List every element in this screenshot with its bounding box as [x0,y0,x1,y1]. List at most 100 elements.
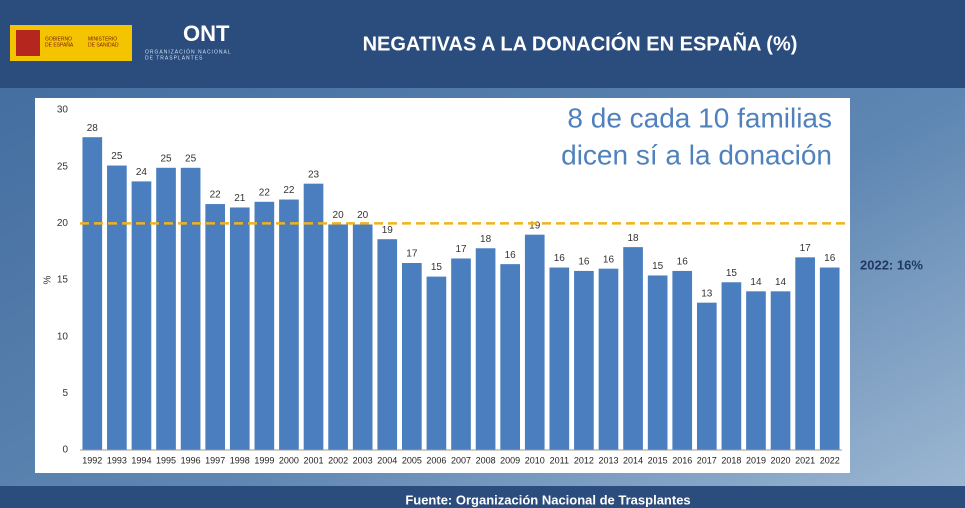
value-label: 19 [382,225,394,236]
x-tick-label: 2015 [648,455,668,465]
value-label: 16 [578,257,590,268]
x-tick-label: 2018 [721,455,741,465]
bar [107,166,127,450]
x-tick-label: 1993 [107,455,127,465]
value-label: 16 [505,250,517,261]
x-tick-label: 2001 [304,455,324,465]
x-tick-label: 2021 [795,455,815,465]
value-label: 21 [234,193,246,204]
value-label: 22 [210,190,222,201]
x-tick-label: 2011 [550,455,569,465]
bar [476,248,496,450]
value-label: 17 [406,249,418,260]
value-label: 20 [333,210,345,221]
value-label: 28 [87,123,99,134]
x-tick-label: 2002 [328,455,348,465]
bar [328,224,348,450]
bar [377,239,397,450]
bar [722,282,742,450]
x-tick-label: 2006 [426,455,446,465]
x-tick-label: 1995 [156,455,176,465]
x-tick-label: 2005 [402,455,422,465]
bar [500,264,520,450]
x-tick-label: 2020 [771,455,791,465]
x-tick-label: 2016 [672,455,692,465]
logo-text: DE SANIDAD [88,42,119,48]
bar [697,303,717,450]
x-tick-label: 1992 [82,455,102,465]
x-tick-label: 2019 [746,455,766,465]
value-label: 17 [455,244,467,255]
bar [599,269,619,450]
bar [427,277,447,450]
x-tick-label: 1998 [230,455,250,465]
bar [549,268,569,450]
logo-text: DE TRASPLANTES [145,55,203,61]
bar [205,204,225,450]
y-tick-label: 15 [57,275,69,286]
bar [623,247,643,450]
bar [82,137,102,450]
value-label: 25 [160,153,172,164]
x-tick-label: 2003 [353,455,373,465]
value-label: 16 [554,253,566,264]
slide-title: NEGATIVAS A LA DONACIÓN EN ESPAÑA (%) [363,31,798,55]
value-label: 24 [136,167,148,178]
x-tick-label: 2007 [451,455,471,465]
value-label: 16 [677,257,689,268]
y-tick-label: 30 [57,105,69,116]
value-label: 25 [111,151,123,162]
value-label: 22 [283,185,295,196]
logo-text: ORGANIZACIÓN NACIONAL [145,48,232,55]
bar [525,235,545,450]
bar [353,224,373,450]
logo-text: DE ESPAÑA [45,41,74,48]
x-tick-label: 1997 [205,455,225,465]
value-label: 15 [431,262,443,273]
x-tick-label: 2010 [525,455,545,465]
x-tick-label: 2000 [279,455,299,465]
bar [795,257,815,450]
value-label: 23 [308,169,320,180]
bar [279,200,299,450]
bar [255,202,275,450]
x-tick-label: 2017 [697,455,717,465]
y-tick-label: 25 [57,161,69,172]
bar [402,263,422,450]
y-axis-label: % [43,275,54,284]
bar [648,275,668,450]
ont-logo: ONT [183,21,230,46]
bar [451,258,471,450]
value-label: 22 [259,187,271,198]
x-tick-label: 2014 [623,455,643,465]
page: GOBIERNO DE ESPAÑA MINISTERIO DE SANIDAD… [0,0,965,508]
bar [156,168,176,450]
x-tick-label: 1996 [181,455,201,465]
x-tick-label: 1999 [254,455,274,465]
annotation: 8 de cada 10 familias [567,102,832,133]
x-tick-label: 2004 [377,455,397,465]
value-label: 16 [824,253,836,264]
value-label: 19 [529,220,541,231]
annotation: dicen sí a la donación [561,139,832,170]
bar [820,268,840,450]
value-label: 25 [185,153,197,164]
x-tick-label: 1994 [131,455,151,465]
x-tick-label: 2013 [598,455,618,465]
value-label: 15 [652,261,664,272]
value-label: 16 [603,254,615,265]
value-label: 15 [726,268,738,279]
footer: Fuente: Organización Nacional de Traspla… [405,492,690,507]
slide: GOBIERNO DE ESPAÑA MINISTERIO DE SANIDAD… [0,0,965,508]
value-label: 14 [750,277,762,288]
y-tick-label: 0 [62,445,68,456]
bar [230,207,250,450]
x-tick-label: 2008 [476,455,496,465]
side-note: 2022: 16% [860,257,923,272]
value-label: 17 [800,243,812,254]
bar [132,181,152,450]
x-tick-label: 2009 [500,455,520,465]
bar [746,291,766,450]
coat-of-arms [16,30,40,56]
x-tick-label: 2012 [574,455,594,465]
